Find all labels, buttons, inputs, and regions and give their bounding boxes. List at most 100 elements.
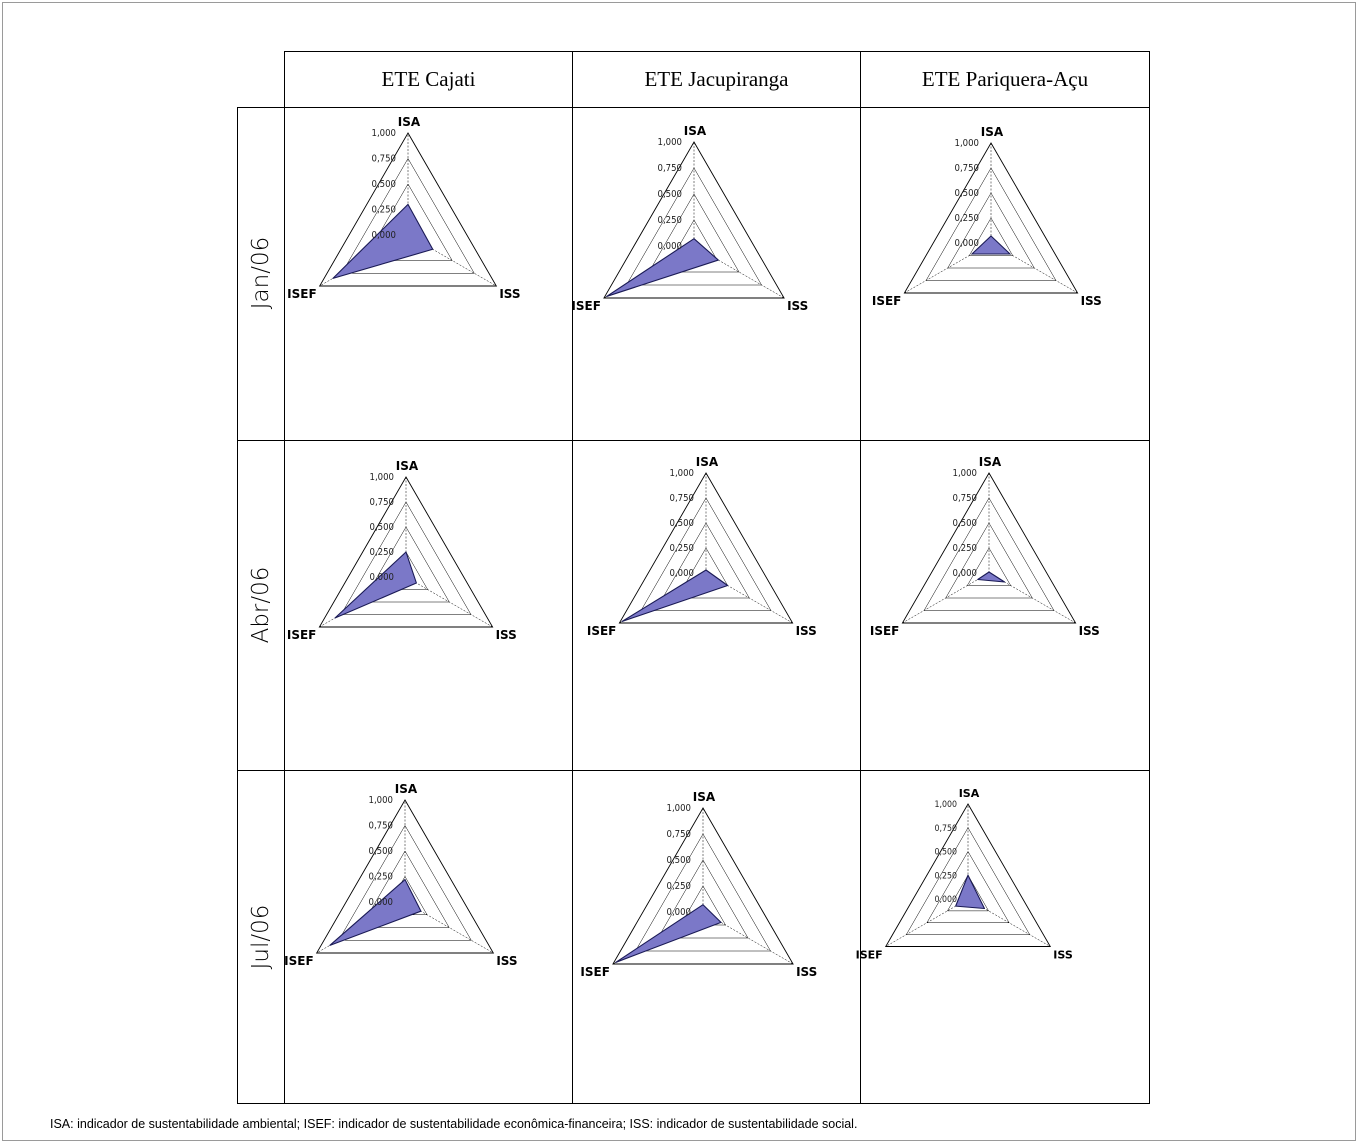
tick-label: 0,750 [953, 493, 977, 504]
axis-label-isef: ISEF [870, 624, 900, 638]
tick-label: 0,000 [372, 230, 396, 241]
axis-label-isa: ISA [684, 124, 707, 138]
radar-jan06-pariquera: 0,000 0,250 0,500 0,750 1,000 ISA ISS ISEF [871, 125, 1111, 331]
spoke-isef [902, 572, 990, 624]
tick-label: 0,250 [369, 872, 393, 883]
tick-label: 0,250 [370, 547, 394, 558]
grid-ring-0,750 [626, 167, 762, 286]
row-label-jan06: Jan/06 [248, 236, 274, 310]
radar-jan06-cajati: 0,000 0,250 0,500 0,750 1,000 ISA ISS ISEF [287, 115, 528, 323]
axis-label-isa: ISA [693, 790, 716, 804]
tick-label: 1,000 [658, 137, 682, 148]
grid-ring-1,000 [612, 807, 794, 965]
tick-label: 0,750 [670, 493, 694, 504]
tick-label: 0,500 [934, 848, 957, 858]
spoke-iss [405, 576, 493, 628]
tick-label: 0,750 [372, 154, 396, 165]
table-line-header-bottom [284, 107, 1150, 108]
grid-ring-1,000 [318, 476, 494, 628]
radar-abr06-jacupiranga: 0,000 0,250 0,500 0,750 1,000 ISA ISS ISEF [586, 455, 826, 661]
axis-label-isa: ISA [959, 787, 980, 800]
data-area [977, 571, 1006, 583]
axis-label-iss: ISS [496, 954, 517, 968]
radar-abr06-cajati: 0,000 0,250 0,500 0,750 1,000 ISA ISS ISEF [286, 459, 526, 665]
axis-label-iss: ISS [787, 299, 808, 313]
tick-label: 1,000 [670, 468, 694, 479]
data-area [955, 874, 986, 910]
tick-label: 0,250 [372, 205, 396, 216]
table-line-row1-left [237, 107, 285, 108]
axis-label-isef: ISEF [872, 294, 902, 308]
axis-label-isa: ISA [395, 782, 418, 796]
spoke-iss [404, 901, 494, 954]
axis-label-isa: ISA [979, 455, 1002, 469]
axis-label-iss: ISS [496, 628, 517, 642]
grid-ring-0,500 [657, 859, 749, 939]
grid-ring-0,500 [363, 183, 453, 261]
grid-ring-1,000 [884, 803, 1052, 947]
tick-label: 0,000 [934, 895, 957, 905]
spoke-iss [705, 572, 793, 624]
table-line-right [1149, 51, 1150, 1104]
axis-label-iss: ISS [796, 624, 817, 638]
grid-ring-0,750 [341, 158, 475, 274]
grid-ring-0,500 [945, 522, 1033, 599]
tick-label: 0,250 [667, 881, 691, 892]
grid-ring-0,750 [905, 827, 1031, 935]
table-line-col2 [860, 51, 861, 1104]
tick-label: 0,000 [369, 897, 393, 908]
tick-label: 0,250 [934, 871, 957, 881]
grid-ring-1,000 [603, 141, 785, 299]
grid-ring-1,000 [618, 472, 794, 624]
grid-ring-0,500 [947, 192, 1035, 269]
column-header-pariquera: ETE Pariquera-Açu [921, 67, 1089, 91]
tick-label: 0,000 [955, 238, 979, 249]
tick-label: 0,500 [370, 522, 394, 533]
table-line-col1 [572, 51, 573, 1104]
radar-jul06-pariquera: 0,000 0,250 0,500 0,750 1,000 ISA ISS ISEF [848, 787, 1088, 987]
axis-label-isef: ISEF [284, 954, 314, 968]
grid-ring-1,000 [901, 472, 1077, 624]
table-line-col0 [284, 51, 285, 1104]
table-line-left [237, 107, 238, 1104]
tick-label: 1,000 [953, 468, 977, 479]
grid-ring-0,750 [640, 497, 772, 611]
tick-label: 0,750 [658, 163, 682, 174]
axis-label-isef: ISEF [856, 949, 883, 962]
tick-label: 1,000 [369, 795, 393, 806]
grid-ring-0,500 [362, 526, 450, 603]
grid-ring-0,500 [648, 193, 740, 273]
tick-label: 0,250 [670, 543, 694, 554]
tick-label: 1,000 [934, 800, 957, 810]
tick-label: 0,500 [670, 518, 694, 529]
tick-label: 0,500 [658, 189, 682, 200]
data-area [621, 569, 729, 623]
data-area [329, 879, 422, 946]
grid-ring-0,500 [926, 850, 1010, 923]
grid-ring-1,000 [315, 799, 495, 954]
axis-label-isa: ISA [696, 455, 719, 469]
tick-label: 1,000 [955, 138, 979, 149]
tick-label: 1,000 [370, 472, 394, 483]
grid-ring-0,500 [662, 522, 750, 599]
spoke-iss [988, 572, 1076, 624]
data-area [615, 904, 722, 963]
column-header-cajati: ETE Cajati [381, 67, 476, 91]
tick-label: 1,000 [667, 803, 691, 814]
tick-label: 0,000 [670, 568, 694, 579]
row-label-abr06: Abr/06 [248, 566, 274, 644]
table-line-row2-bottom [237, 770, 1150, 771]
axis-label-iss: ISS [796, 965, 817, 979]
spoke-iss [407, 234, 497, 287]
axis-label-isa: ISA [398, 115, 421, 129]
axis-label-isa: ISA [981, 125, 1004, 139]
grid-ring-1,000 [903, 142, 1079, 294]
figure-caption: ISA: indicador de sustentabilidade ambie… [50, 1117, 858, 1131]
tick-label: 0,750 [369, 821, 393, 832]
axis-label-iss: ISS [499, 287, 520, 301]
